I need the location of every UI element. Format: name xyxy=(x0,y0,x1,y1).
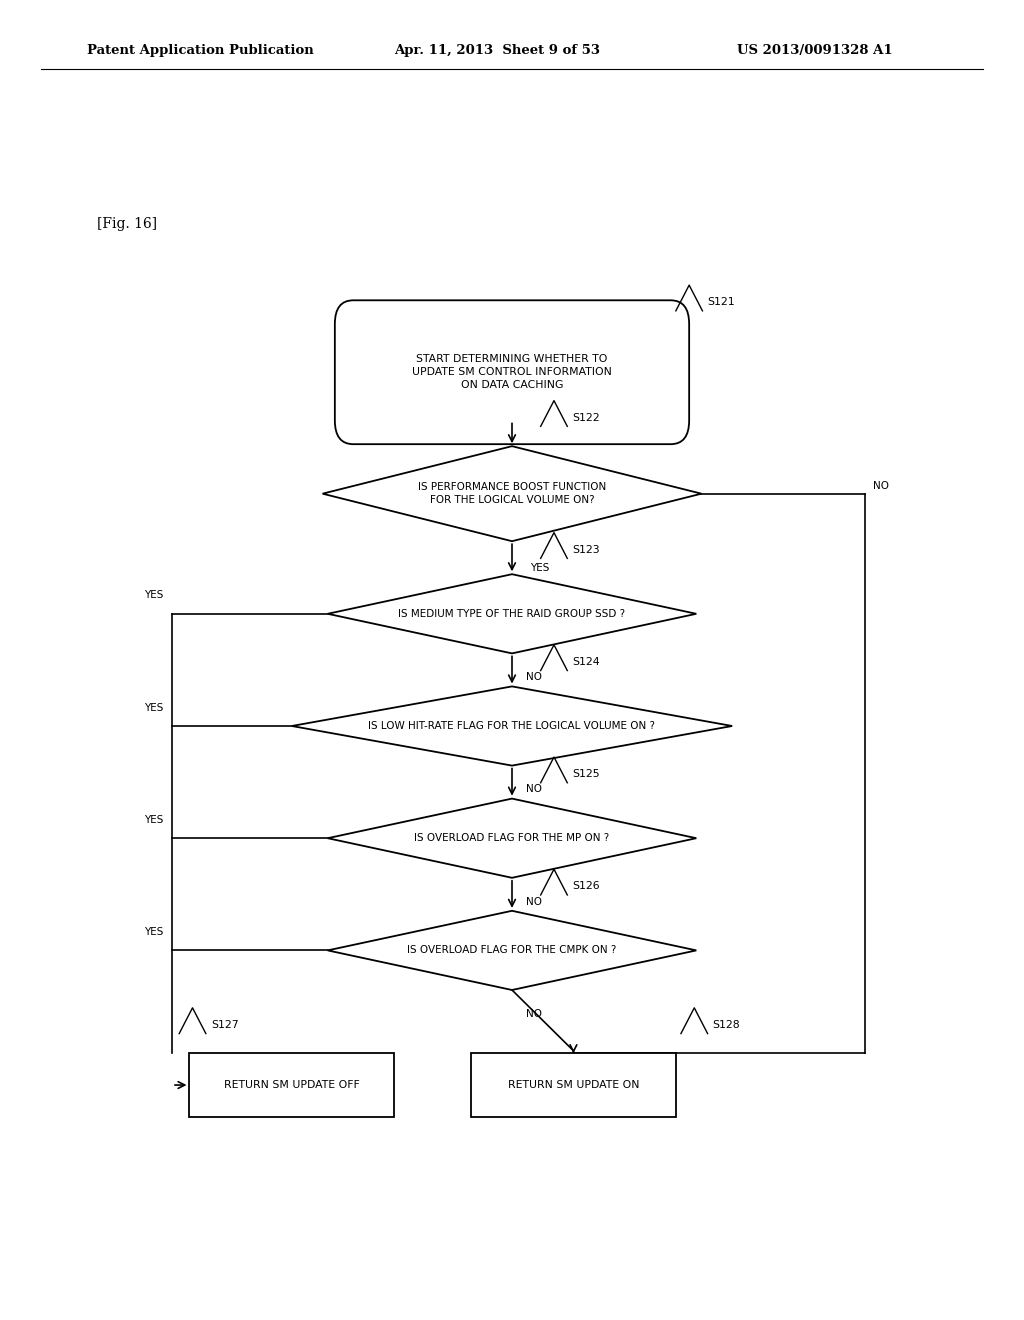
Text: IS PERFORMANCE BOOST FUNCTION
FOR THE LOGICAL VOLUME ON?: IS PERFORMANCE BOOST FUNCTION FOR THE LO… xyxy=(418,482,606,506)
FancyBboxPatch shape xyxy=(335,301,689,444)
Text: IS MEDIUM TYPE OF THE RAID GROUP SSD ?: IS MEDIUM TYPE OF THE RAID GROUP SSD ? xyxy=(398,609,626,619)
Text: NO: NO xyxy=(526,1008,543,1019)
Text: S127: S127 xyxy=(211,1020,239,1030)
Text: S123: S123 xyxy=(572,545,600,554)
Text: YES: YES xyxy=(144,814,164,825)
Polygon shape xyxy=(292,686,732,766)
FancyBboxPatch shape xyxy=(189,1053,394,1117)
Polygon shape xyxy=(323,446,701,541)
Text: S125: S125 xyxy=(572,770,600,779)
Text: YES: YES xyxy=(530,562,550,573)
Text: S124: S124 xyxy=(572,657,600,667)
Text: S126: S126 xyxy=(572,882,600,891)
Text: Apr. 11, 2013  Sheet 9 of 53: Apr. 11, 2013 Sheet 9 of 53 xyxy=(394,44,600,57)
Text: YES: YES xyxy=(144,590,164,601)
Text: Patent Application Publication: Patent Application Publication xyxy=(87,44,313,57)
Text: S128: S128 xyxy=(713,1020,740,1030)
Text: S121: S121 xyxy=(708,297,735,308)
Text: YES: YES xyxy=(144,702,164,713)
Text: IS OVERLOAD FLAG FOR THE MP ON ?: IS OVERLOAD FLAG FOR THE MP ON ? xyxy=(415,833,609,843)
Text: RETURN SM UPDATE OFF: RETURN SM UPDATE OFF xyxy=(224,1080,359,1090)
Text: IS LOW HIT-RATE FLAG FOR THE LOGICAL VOLUME ON ?: IS LOW HIT-RATE FLAG FOR THE LOGICAL VOL… xyxy=(369,721,655,731)
Text: NO: NO xyxy=(526,784,543,795)
Text: US 2013/0091328 A1: US 2013/0091328 A1 xyxy=(737,44,893,57)
Text: START DETERMINING WHETHER TO
UPDATE SM CONTROL INFORMATION
ON DATA CACHING: START DETERMINING WHETHER TO UPDATE SM C… xyxy=(412,354,612,391)
Text: RETURN SM UPDATE ON: RETURN SM UPDATE ON xyxy=(508,1080,639,1090)
Polygon shape xyxy=(328,574,696,653)
Polygon shape xyxy=(328,911,696,990)
Text: YES: YES xyxy=(144,927,164,937)
Text: [Fig. 16]: [Fig. 16] xyxy=(97,218,158,231)
Polygon shape xyxy=(328,799,696,878)
Text: IS OVERLOAD FLAG FOR THE CMPK ON ?: IS OVERLOAD FLAG FOR THE CMPK ON ? xyxy=(408,945,616,956)
Text: NO: NO xyxy=(873,480,890,491)
Text: NO: NO xyxy=(526,672,543,682)
FancyBboxPatch shape xyxy=(471,1053,676,1117)
Text: S122: S122 xyxy=(572,413,600,422)
Text: NO: NO xyxy=(526,896,543,907)
